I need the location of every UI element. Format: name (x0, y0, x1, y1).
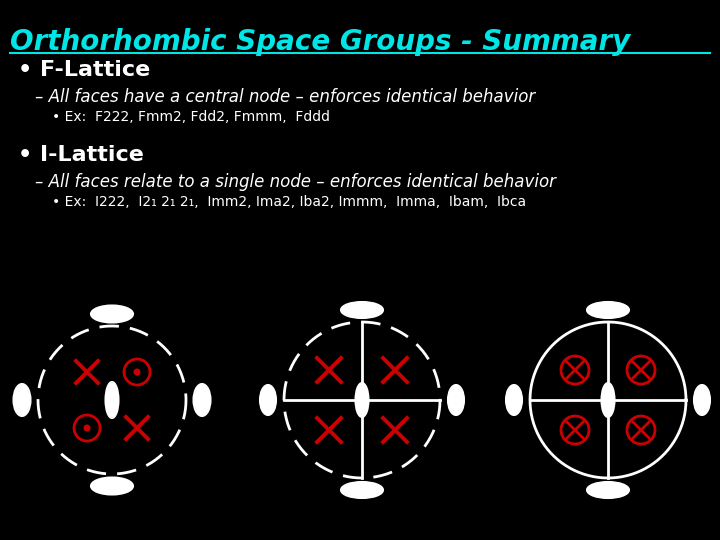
Ellipse shape (506, 385, 522, 415)
Circle shape (124, 359, 150, 385)
Ellipse shape (91, 477, 133, 495)
Ellipse shape (356, 383, 369, 417)
Text: • Ex:  I222,  I2₁ 2₁ 2₁,  Imm2, Ima2, Iba2, Immm,  Imma,  Ibam,  Ibca: • Ex: I222, I2₁ 2₁ 2₁, Imm2, Ima2, Iba2,… (52, 195, 526, 209)
Text: • F-Lattice: • F-Lattice (18, 60, 150, 80)
Circle shape (74, 415, 100, 441)
Ellipse shape (448, 385, 464, 415)
Text: • I-Lattice: • I-Lattice (18, 145, 144, 165)
Circle shape (561, 416, 589, 444)
Text: Orthorhombic Space Groups - Summary: Orthorhombic Space Groups - Summary (10, 28, 630, 56)
Circle shape (561, 356, 589, 384)
Circle shape (627, 416, 655, 444)
Circle shape (627, 356, 655, 384)
Circle shape (84, 425, 90, 431)
Circle shape (134, 369, 140, 375)
Ellipse shape (106, 382, 119, 418)
Ellipse shape (14, 384, 30, 416)
Ellipse shape (341, 482, 383, 498)
Ellipse shape (587, 482, 629, 498)
Ellipse shape (260, 385, 276, 415)
Text: – All faces have a central node – enforces identical behavior: – All faces have a central node – enforc… (35, 88, 535, 106)
Ellipse shape (91, 306, 133, 322)
Text: – All faces relate to a single node – enforces identical behavior: – All faces relate to a single node – en… (35, 173, 556, 191)
Ellipse shape (587, 302, 629, 318)
Ellipse shape (601, 383, 614, 417)
Text: • Ex:  F222, Fmm2, Fdd2, Fmmm,  Fddd: • Ex: F222, Fmm2, Fdd2, Fmmm, Fddd (52, 110, 330, 124)
Ellipse shape (694, 385, 710, 415)
Ellipse shape (341, 302, 383, 318)
Ellipse shape (194, 384, 210, 416)
